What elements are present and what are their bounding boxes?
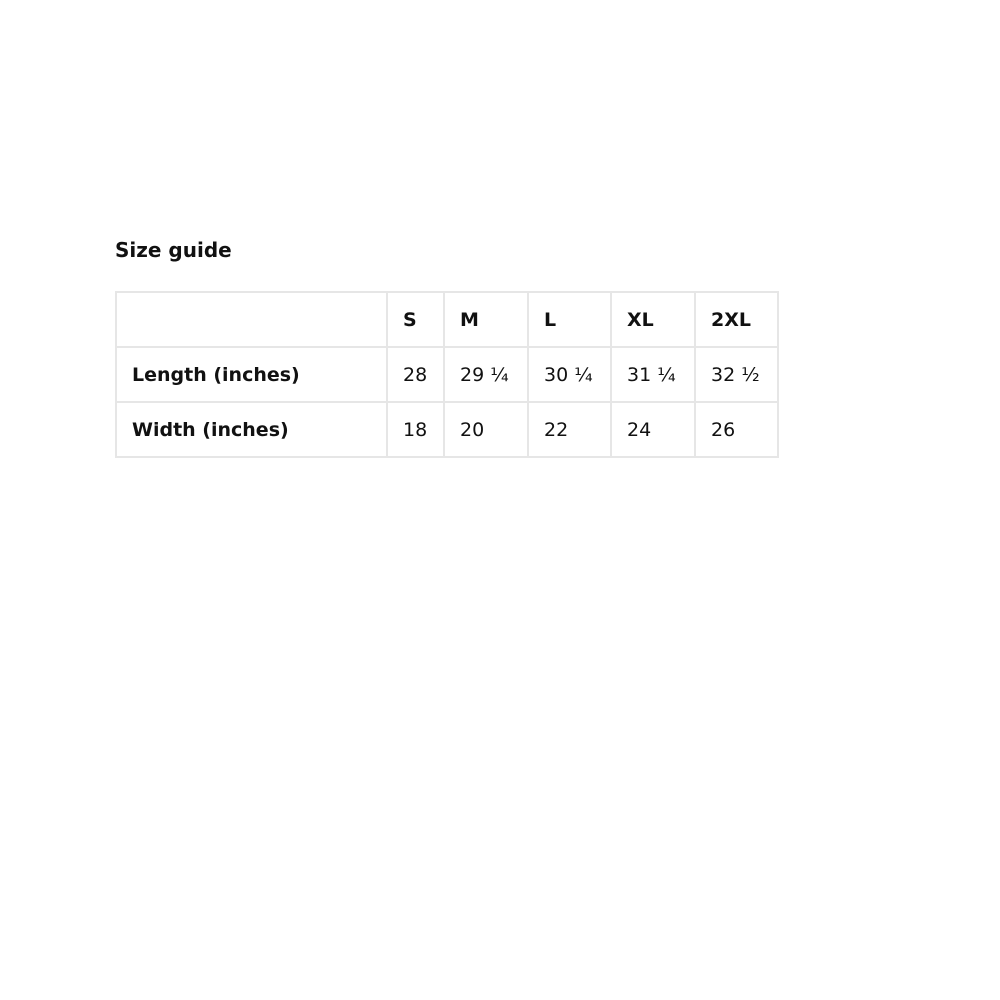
table-header-row: S M L XL 2XL xyxy=(115,291,779,348)
header-cell-l: L xyxy=(527,291,612,348)
table-cell: 31 ¼ xyxy=(610,346,696,403)
table-cell: 20 xyxy=(443,401,529,458)
header-cell-s: S xyxy=(386,291,445,348)
row-label: Width (inches) xyxy=(115,401,388,458)
header-cell-m: M xyxy=(443,291,529,348)
size-guide-table: S M L XL 2XL Length (inches) 28 29 ¼ 30 … xyxy=(115,291,779,458)
header-cell-2xl: 2XL xyxy=(694,291,779,348)
table-row: Width (inches) 18 20 22 24 26 xyxy=(115,401,779,458)
table-cell: 22 xyxy=(527,401,612,458)
table-cell: 26 xyxy=(694,401,779,458)
row-label: Length (inches) xyxy=(115,346,388,403)
table-cell: 24 xyxy=(610,401,696,458)
header-cell-empty xyxy=(115,291,388,348)
table-cell: 30 ¼ xyxy=(527,346,612,403)
table-cell: 18 xyxy=(386,401,445,458)
table-cell: 28 xyxy=(386,346,445,403)
table-cell: 29 ¼ xyxy=(443,346,529,403)
table-row: Length (inches) 28 29 ¼ 30 ¼ 31 ¼ 32 ½ xyxy=(115,346,779,403)
table-cell: 32 ½ xyxy=(694,346,779,403)
page-title: Size guide xyxy=(115,238,232,262)
header-cell-xl: XL xyxy=(610,291,696,348)
